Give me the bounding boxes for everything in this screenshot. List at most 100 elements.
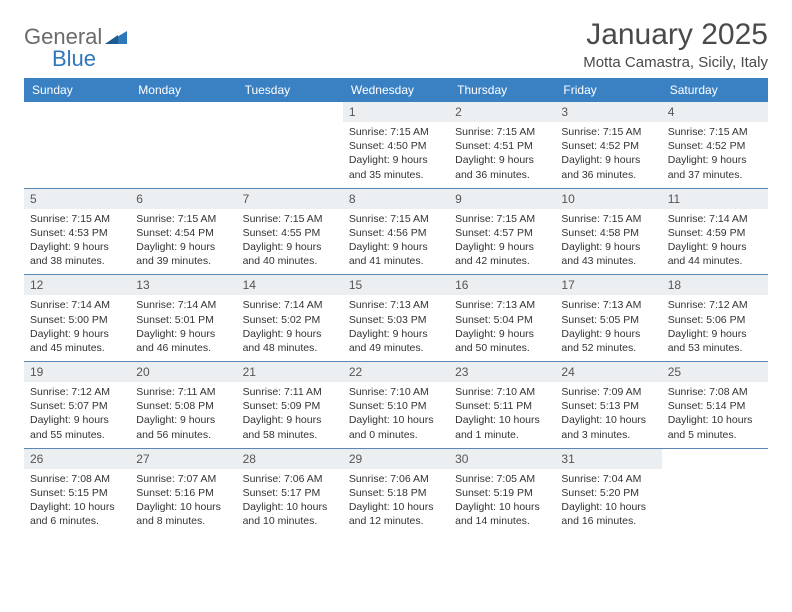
day-data-line: and 49 minutes. (349, 341, 443, 355)
day-data-line: Sunrise: 7:04 AM (561, 472, 655, 486)
day-data-line: Sunrise: 7:14 AM (668, 212, 762, 226)
page-subtitle: Motta Camastra, Sicily, Italy (583, 54, 768, 71)
day-data-line: and 43 minutes. (561, 254, 655, 268)
calendar-day-cell: 26Sunrise: 7:08 AMSunset: 5:15 PMDayligh… (24, 448, 130, 534)
day-data-line (668, 514, 762, 528)
day-data-line: Sunrise: 7:15 AM (30, 212, 124, 226)
calendar-day-cell: 30Sunrise: 7:05 AMSunset: 5:19 PMDayligh… (449, 448, 555, 534)
page-title: January 2025 (583, 18, 768, 52)
day-data-line: Daylight: 9 hours (561, 240, 655, 254)
calendar-day-cell: 15Sunrise: 7:13 AMSunset: 5:03 PMDayligh… (343, 275, 449, 362)
calendar-day-cell: 24Sunrise: 7:09 AMSunset: 5:13 PMDayligh… (555, 362, 661, 449)
day-number: 14 (237, 275, 343, 295)
title-block: January 2025 Motta Camastra, Sicily, Ita… (583, 18, 768, 71)
day-data-line: Sunrise: 7:15 AM (136, 212, 230, 226)
day-data-line: Sunset: 5:10 PM (349, 399, 443, 413)
day-data-line: and 41 minutes. (349, 254, 443, 268)
calendar-day-cell: 18Sunrise: 7:12 AMSunset: 5:06 PMDayligh… (662, 275, 768, 362)
day-data-line: Sunset: 4:51 PM (455, 139, 549, 153)
day-data-line: Sunrise: 7:15 AM (349, 125, 443, 139)
day-data-line: and 12 minutes. (349, 514, 443, 528)
weekday-header: Wednesday (343, 78, 449, 102)
calendar-day-cell: 1Sunrise: 7:15 AMSunset: 4:50 PMDaylight… (343, 102, 449, 188)
calendar-day-cell: 14Sunrise: 7:14 AMSunset: 5:02 PMDayligh… (237, 275, 343, 362)
day-number: 1 (343, 102, 449, 122)
page-header: GeneralBlue January 2025 Motta Camastra,… (24, 18, 768, 72)
calendar-day-cell: 27Sunrise: 7:07 AMSunset: 5:16 PMDayligh… (130, 448, 236, 534)
calendar-day-cell: 13Sunrise: 7:14 AMSunset: 5:01 PMDayligh… (130, 275, 236, 362)
day-data-line: Sunset: 5:15 PM (30, 486, 124, 500)
day-data-line: and 58 minutes. (243, 428, 337, 442)
day-data-line: Sunset: 5:00 PM (30, 313, 124, 327)
day-data-line: Sunrise: 7:15 AM (243, 212, 337, 226)
calendar-day-cell: 28Sunrise: 7:06 AMSunset: 5:17 PMDayligh… (237, 448, 343, 534)
day-data-line: and 44 minutes. (668, 254, 762, 268)
day-data-line: Daylight: 10 hours (243, 500, 337, 514)
day-data-line: and 38 minutes. (30, 254, 124, 268)
day-number: 16 (449, 275, 555, 295)
day-data-line: Sunrise: 7:08 AM (668, 385, 762, 399)
day-data-line: Daylight: 9 hours (455, 327, 549, 341)
day-data (24, 122, 130, 188)
day-data: Sunrise: 7:13 AMSunset: 5:03 PMDaylight:… (343, 295, 449, 361)
calendar-day-cell (24, 102, 130, 188)
day-data-line: Daylight: 10 hours (455, 413, 549, 427)
day-data-line (243, 153, 337, 167)
day-data: Sunrise: 7:15 AMSunset: 4:52 PMDaylight:… (555, 122, 661, 188)
day-data: Sunrise: 7:10 AMSunset: 5:10 PMDaylight:… (343, 382, 449, 448)
day-data-line: Sunset: 4:52 PM (561, 139, 655, 153)
day-number: 12 (24, 275, 130, 295)
day-data-line: Daylight: 10 hours (668, 413, 762, 427)
day-data-line: and 53 minutes. (668, 341, 762, 355)
calendar-day-cell: 3Sunrise: 7:15 AMSunset: 4:52 PMDaylight… (555, 102, 661, 188)
day-number: 9 (449, 189, 555, 209)
day-data-line: and 0 minutes. (349, 428, 443, 442)
day-data-line: Sunset: 5:16 PM (136, 486, 230, 500)
day-data: Sunrise: 7:15 AMSunset: 4:57 PMDaylight:… (449, 209, 555, 275)
day-data-line: Sunset: 5:06 PM (668, 313, 762, 327)
weekday-header: Sunday (24, 78, 130, 102)
day-data: Sunrise: 7:08 AMSunset: 5:15 PMDaylight:… (24, 469, 130, 535)
day-data-line: Sunrise: 7:10 AM (455, 385, 549, 399)
calendar-day-cell: 2Sunrise: 7:15 AMSunset: 4:51 PMDaylight… (449, 102, 555, 188)
day-data-line: and 36 minutes. (455, 168, 549, 182)
day-data-line: Sunrise: 7:14 AM (30, 298, 124, 312)
day-data-line (136, 153, 230, 167)
day-data-line: Sunset: 4:59 PM (668, 226, 762, 240)
calendar-day-cell: 31Sunrise: 7:04 AMSunset: 5:20 PMDayligh… (555, 448, 661, 534)
day-data-line: Daylight: 9 hours (455, 240, 549, 254)
day-data-line: Sunrise: 7:13 AM (349, 298, 443, 312)
day-data-line: Sunrise: 7:15 AM (455, 125, 549, 139)
calendar-day-cell: 7Sunrise: 7:15 AMSunset: 4:55 PMDaylight… (237, 188, 343, 275)
day-data-line: Sunrise: 7:12 AM (668, 298, 762, 312)
calendar-day-cell: 25Sunrise: 7:08 AMSunset: 5:14 PMDayligh… (662, 362, 768, 449)
day-data-line: and 37 minutes. (668, 168, 762, 182)
day-data-line: Daylight: 10 hours (455, 500, 549, 514)
day-data-line: Sunrise: 7:08 AM (30, 472, 124, 486)
day-data-line: Sunset: 4:58 PM (561, 226, 655, 240)
day-data-line (30, 168, 124, 182)
calendar-day-cell: 8Sunrise: 7:15 AMSunset: 4:56 PMDaylight… (343, 188, 449, 275)
day-data: Sunrise: 7:10 AMSunset: 5:11 PMDaylight:… (449, 382, 555, 448)
day-data-line: and 3 minutes. (561, 428, 655, 442)
calendar-table: Sunday Monday Tuesday Wednesday Thursday… (24, 78, 768, 534)
day-data-line: Sunrise: 7:06 AM (349, 472, 443, 486)
day-data-line: Sunrise: 7:10 AM (349, 385, 443, 399)
day-data-line: Sunrise: 7:06 AM (243, 472, 337, 486)
day-number (130, 102, 236, 122)
day-data: Sunrise: 7:11 AMSunset: 5:09 PMDaylight:… (237, 382, 343, 448)
day-data (662, 469, 768, 535)
day-data: Sunrise: 7:14 AMSunset: 5:02 PMDaylight:… (237, 295, 343, 361)
day-number: 13 (130, 275, 236, 295)
day-data-line (30, 125, 124, 139)
calendar-day-cell: 29Sunrise: 7:06 AMSunset: 5:18 PMDayligh… (343, 448, 449, 534)
day-number: 15 (343, 275, 449, 295)
day-data-line: and 40 minutes. (243, 254, 337, 268)
day-data-line: Sunrise: 7:15 AM (561, 212, 655, 226)
day-data-line: Sunset: 5:19 PM (455, 486, 549, 500)
calendar-day-cell: 6Sunrise: 7:15 AMSunset: 4:54 PMDaylight… (130, 188, 236, 275)
day-data-line (668, 486, 762, 500)
day-data-line: Daylight: 10 hours (561, 500, 655, 514)
day-data-line: Daylight: 9 hours (349, 240, 443, 254)
day-data-line: Daylight: 9 hours (561, 327, 655, 341)
